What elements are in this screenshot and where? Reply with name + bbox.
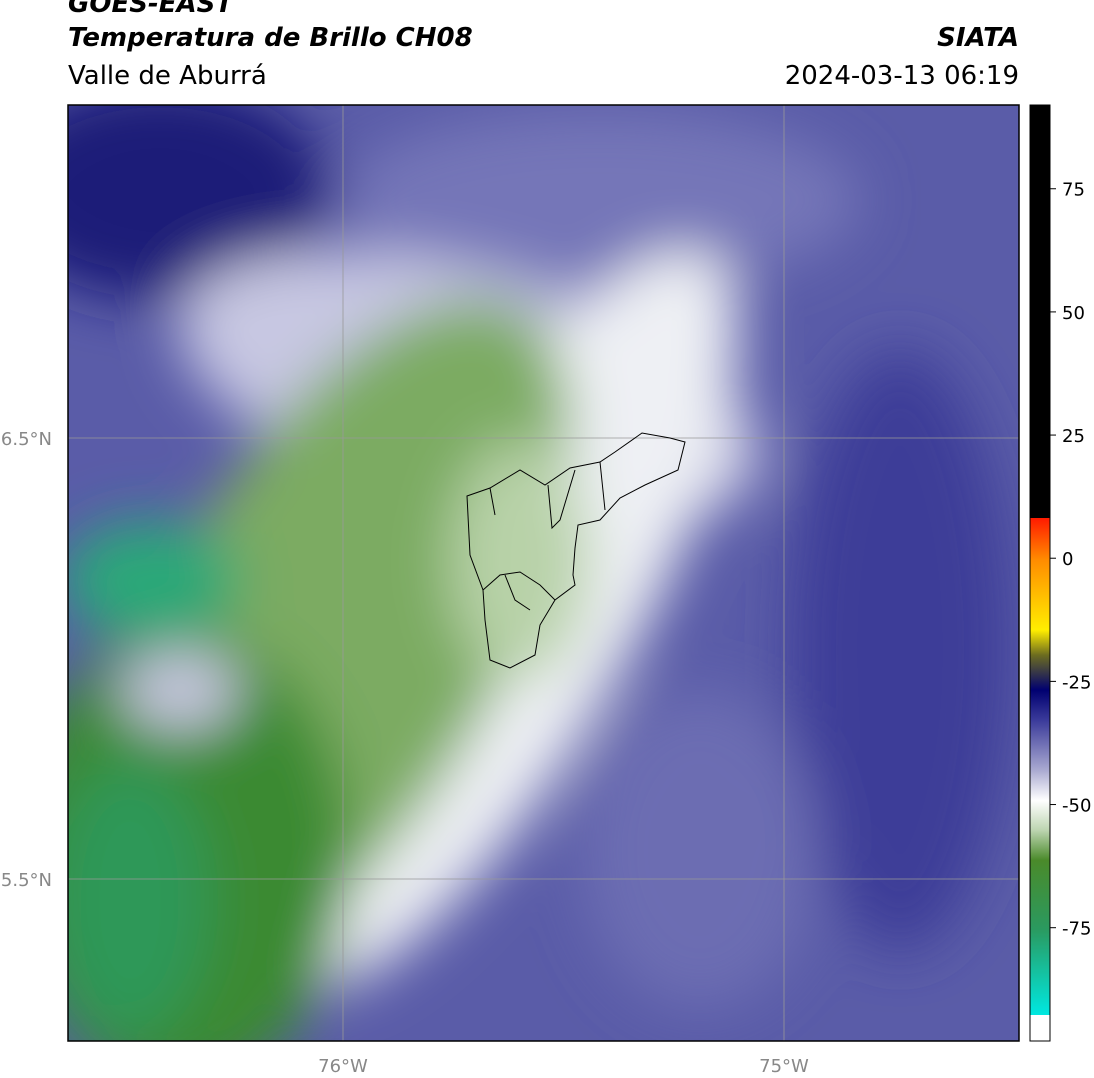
lat-label: 5.5°N: [1, 870, 52, 891]
colorbar-tick-label: -50: [1062, 796, 1091, 817]
colorbar: [1029, 104, 1051, 1042]
colorbar-tick-label: 25: [1062, 426, 1085, 447]
lon-label: 75°W: [759, 1056, 809, 1077]
map-frame: [67, 104, 1020, 1042]
colorbar-ticks: 75 50 25 0 -25 -50 -75: [1050, 180, 1091, 940]
title: GOES-EAST: [68, 0, 235, 19]
valley-outline: [466, 432, 686, 669]
colorbar-tick-label: 50: [1062, 303, 1085, 324]
region: Valle de Aburrá: [68, 61, 267, 91]
colorbar-tick-label: 0: [1062, 549, 1073, 570]
colorbar-tick-label: -25: [1062, 672, 1091, 693]
source: SIATA: [937, 23, 1019, 53]
colorbar-tick-label: -75: [1062, 919, 1091, 940]
lon-label: 76°W: [318, 1056, 368, 1077]
colorbar-tick-label: 75: [1062, 180, 1085, 201]
subtitle: Temperatura de Brillo CH08: [68, 23, 473, 53]
satellite-image: [68, 105, 1019, 1041]
lat-label: 6.5°N: [1, 429, 52, 450]
timestamp: 2024-03-13 06:19: [785, 61, 1019, 91]
